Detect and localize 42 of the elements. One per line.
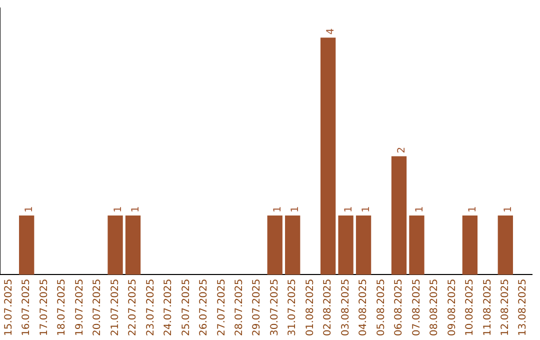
data-label: 1 [468,206,479,212]
x-tick-label: 17.07.2025 [38,278,50,336]
data-label: 4 [326,28,337,35]
x-tick-label: 03.08.2025 [340,278,352,336]
data-label: 1 [112,206,124,212]
x-tick-label: 20.07.2025 [92,278,104,336]
x-tick-label: 05.08.2025 [376,278,387,336]
x-tick-label: 12.08.2025 [500,278,511,336]
x-tick-label: 18.07.2025 [56,278,68,336]
x-tick-label: 26.07.2025 [198,278,210,336]
x-tick-label: 23.07.2025 [145,278,156,336]
x-tick-label: 11.08.2025 [482,278,494,336]
x-tick-label: 30.07.2025 [269,278,280,336]
data-label: 1 [272,206,284,212]
data-label: 1 [502,206,514,212]
data-label: 1 [343,206,354,212]
x-tick-label: 28.07.2025 [234,278,245,336]
data-label: 1 [130,206,142,212]
x-tick-label: 07.08.2025 [411,278,422,336]
x-tick-label: 01.08.2025 [304,278,316,336]
data-label: 1 [290,206,302,212]
x-tick-label: 02.08.2025 [322,278,334,336]
x-tick-label: 09.08.2025 [446,278,458,336]
x-tick-label: 22.07.2025 [128,278,139,336]
data-label: 1 [361,206,372,212]
x-tick-label: 31.07.2025 [287,278,298,336]
x-tick-label: 13.08.2025 [518,278,529,336]
x-tick-label: 10.08.2025 [464,278,476,336]
x-tick-label: 15.07.2025 [3,278,14,336]
x-tick-label: 29.07.2025 [252,278,263,336]
x-tick-label: 16.07.2025 [21,278,32,336]
x-tick-label: 27.07.2025 [216,278,228,336]
x-tick-label: 06.08.2025 [394,278,405,336]
x-tick-label: 25.07.2025 [180,278,192,336]
x-tick-label: 08.08.2025 [429,278,440,336]
data-label: 1 [24,206,36,212]
data-label: 2 [396,146,408,154]
x-tick-label: 19.07.2025 [74,278,86,336]
x-tick-label: 21.07.2025 [110,278,121,336]
data-label: 1 [414,206,426,212]
x-tick-label: 04.08.2025 [358,278,370,336]
x-tick-label: 24.07.2025 [163,278,174,336]
